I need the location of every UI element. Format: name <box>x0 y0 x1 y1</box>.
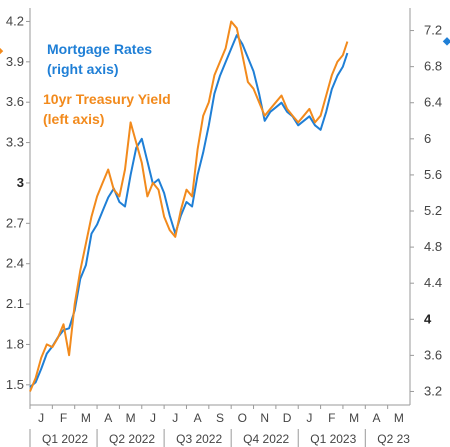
right-tick-label: 5.6 <box>424 167 442 182</box>
quarter-label: Q3 2022 <box>176 432 222 446</box>
left-tick-label: 1.8 <box>6 336 24 351</box>
month-tick-label: O <box>238 411 247 425</box>
left-tick-label: 3.6 <box>6 94 24 109</box>
month-tick-label: J <box>306 411 312 425</box>
left-tick-label: 3.9 <box>6 54 24 69</box>
right-tick-label: 6.8 <box>424 59 442 74</box>
quarter-label: Q4 2022 <box>243 432 289 446</box>
right-tick-label: 4.4 <box>424 275 442 290</box>
quarter-label: Q1 2023 <box>310 432 356 446</box>
month-tick-label: M <box>126 411 136 425</box>
quarter-label: Q1 2022 <box>42 432 88 446</box>
right-tick-label: 7.2 <box>424 23 442 38</box>
series-lines <box>29 20 349 392</box>
quarter-label: Q2 2022 <box>109 432 155 446</box>
month-tick-label: D <box>283 411 292 425</box>
month-tick-label: F <box>60 411 67 425</box>
legend-treasury-title: 10yr Treasury Yield <box>43 91 171 107</box>
legend: Mortgage Rates (right axis) 10yr Treasur… <box>43 41 171 127</box>
legend-mortgage-subtitle: (right axis) <box>47 61 119 77</box>
month-tick-label: A <box>194 411 202 425</box>
month-tick-label: A <box>372 411 380 425</box>
month-tick-label: M <box>81 411 91 425</box>
month-tick-label: A <box>104 411 112 425</box>
quarter-label: Q2 23 <box>377 432 410 446</box>
right-axis-marker <box>442 37 450 46</box>
right-tick-label: 4.8 <box>424 239 442 254</box>
month-tick-label: M <box>394 411 404 425</box>
month-tick-label: M <box>349 411 359 425</box>
axes: 1.5 1.8 2.1 2.4 2.7 3 3.3 3.6 3.9 4.2 3.2 3.6 4 4.4 4.… <box>0 8 450 447</box>
legend-treasury-subtitle: (left axis) <box>43 111 104 127</box>
left-tick-label: 3.3 <box>6 135 24 150</box>
mortgage-rates-line <box>29 34 349 388</box>
right-tick-label: 6.4 <box>424 95 442 110</box>
right-tick-label: 3.2 <box>424 383 442 398</box>
legend-mortgage-title: Mortgage Rates <box>47 41 152 57</box>
left-tick-label: 1.5 <box>6 377 24 392</box>
left-tick-label: 4.2 <box>6 13 24 28</box>
treasury-yield-line <box>29 20 349 392</box>
right-tick-label: 3.6 <box>424 347 442 362</box>
month-tick-label: J <box>38 411 44 425</box>
right-tick-label: 5.2 <box>424 203 442 218</box>
month-tick-label: S <box>216 411 224 425</box>
left-tick-label: 2.1 <box>6 296 24 311</box>
month-tick-label: J <box>150 411 156 425</box>
month-tick-label: J <box>172 411 178 425</box>
left-tick-label: 3 <box>17 175 24 190</box>
month-tick-label: N <box>260 411 269 425</box>
right-tick-label: 4 <box>424 311 432 326</box>
left-axis-marker <box>0 46 4 56</box>
left-tick-label: 2.7 <box>6 215 24 230</box>
month-tick-label: F <box>328 411 335 425</box>
left-tick-label: 2.4 <box>6 256 24 271</box>
right-tick-label: 6 <box>424 131 431 146</box>
